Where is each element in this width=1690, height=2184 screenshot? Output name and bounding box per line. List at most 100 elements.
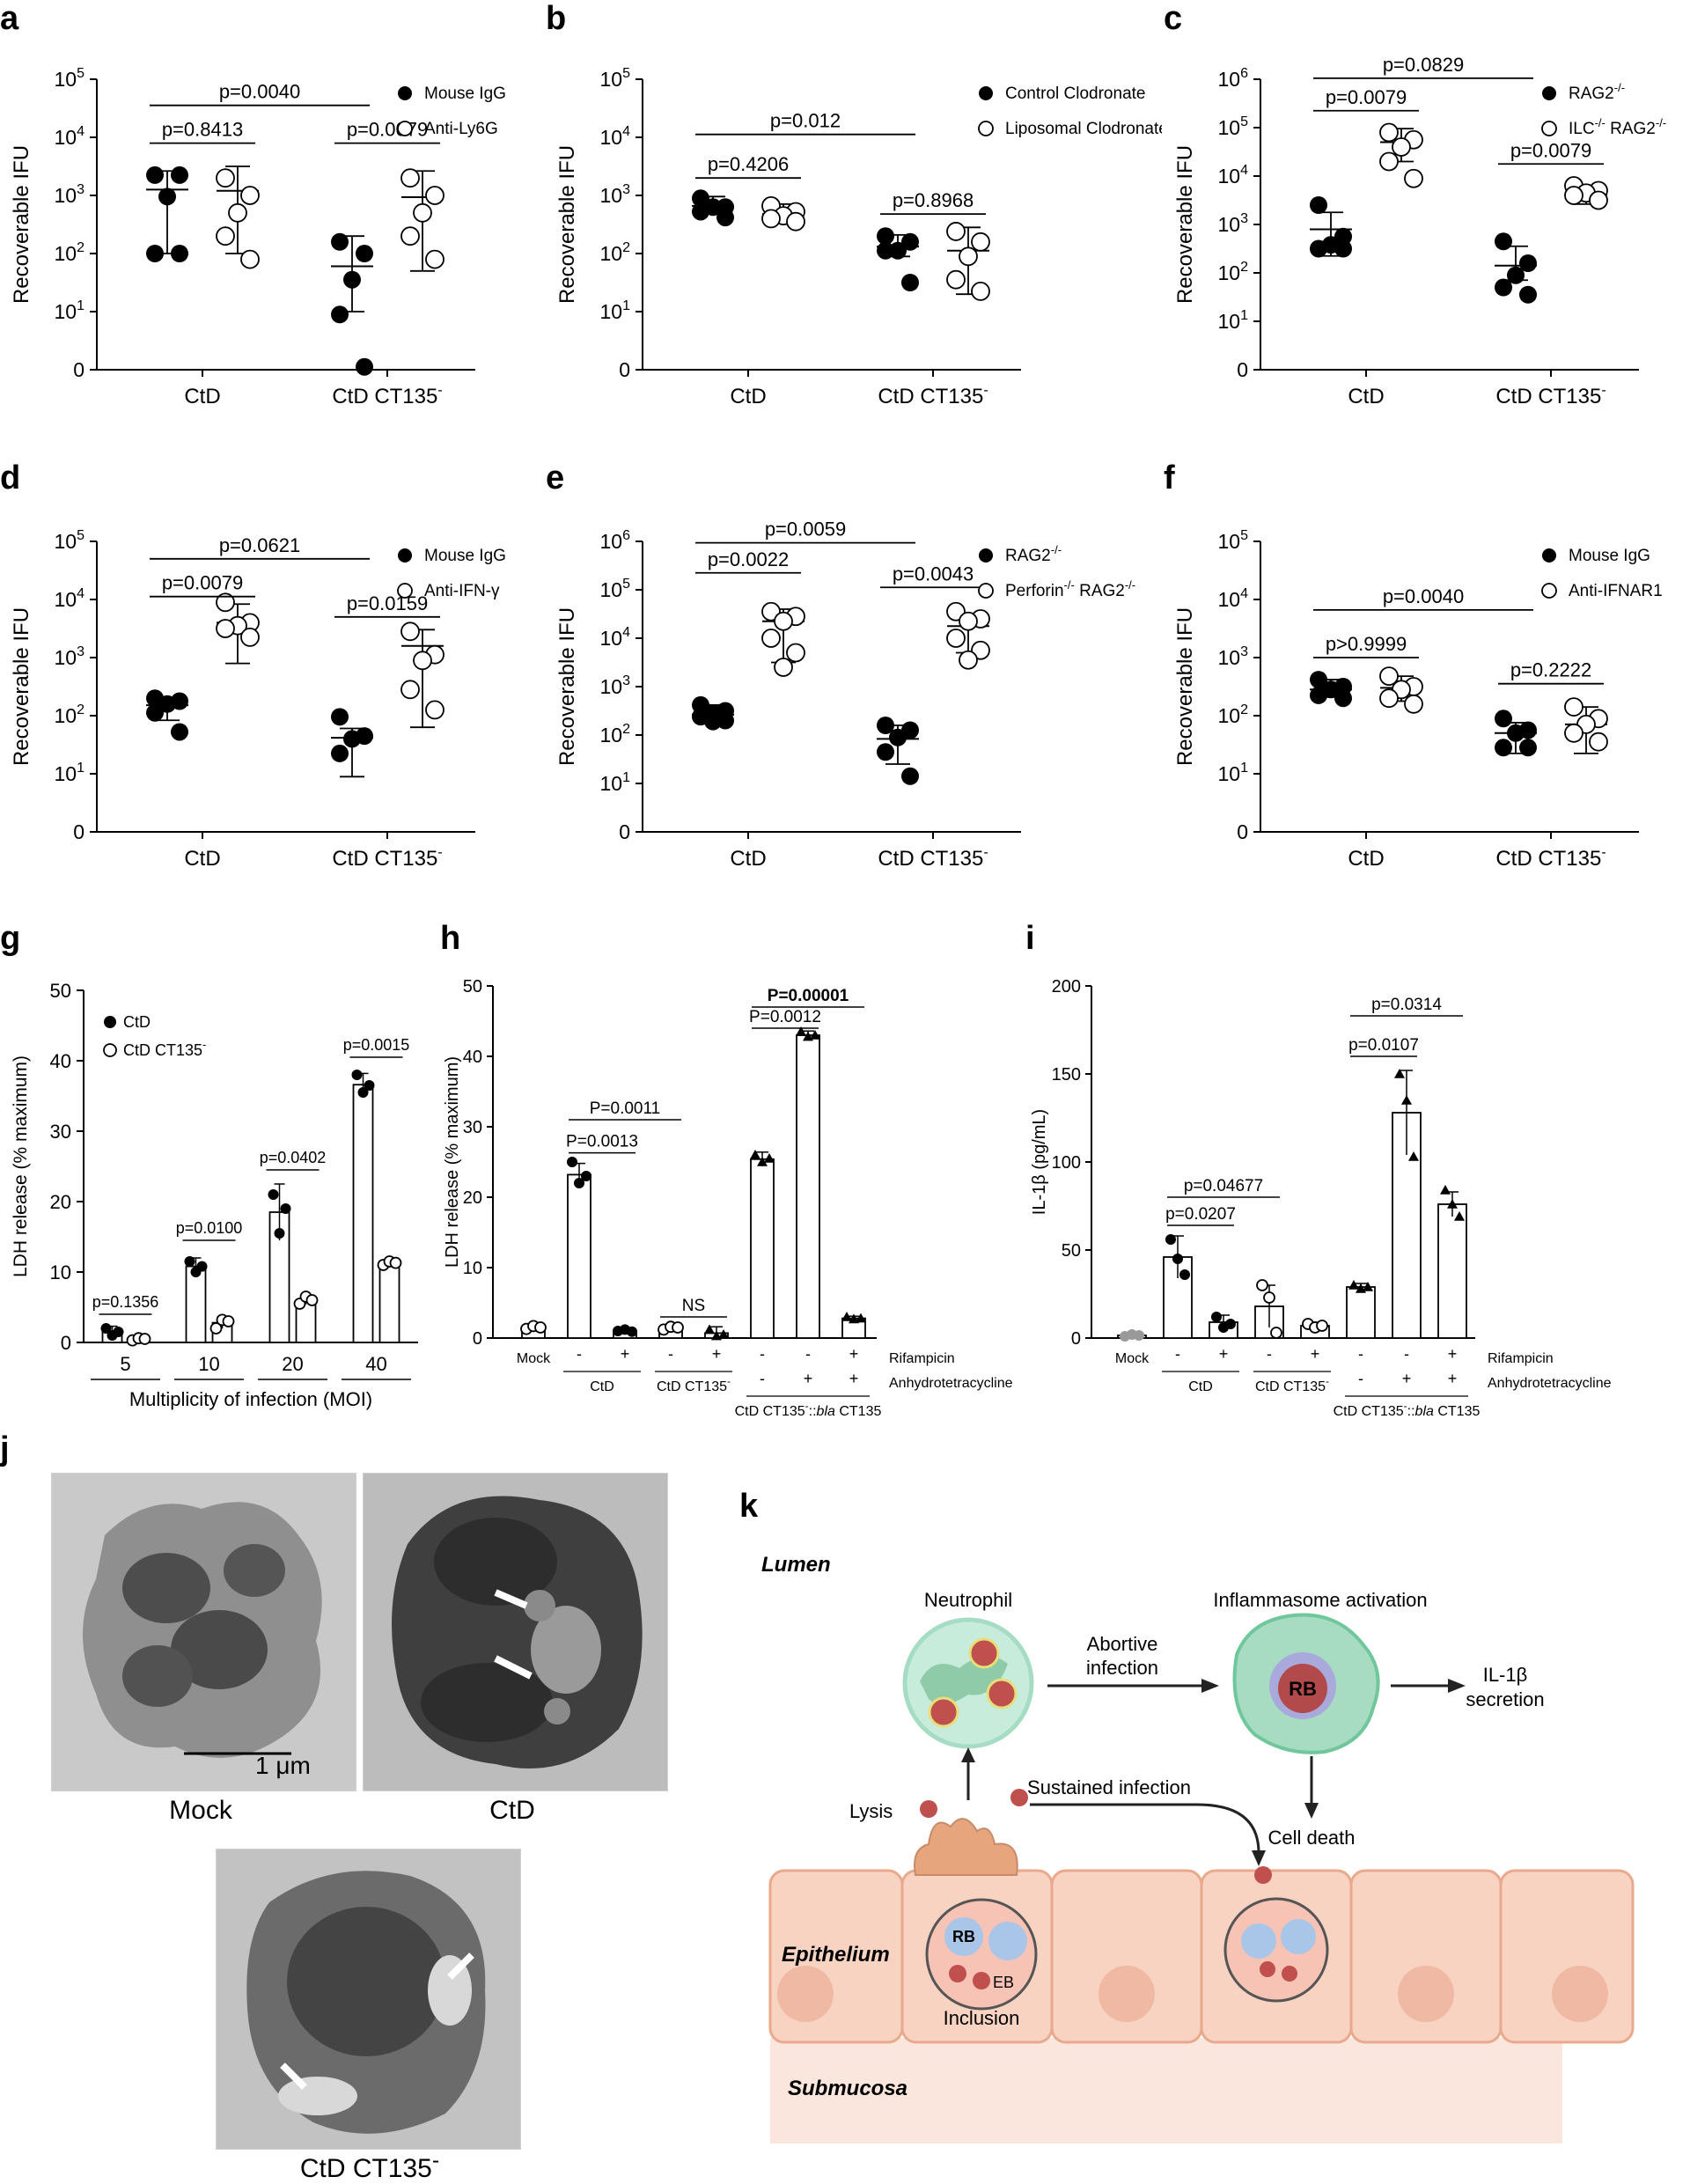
y-tick-label: 20 <box>50 1191 71 1213</box>
y-tick-base: 10 <box>600 530 623 553</box>
legend-label-sup: -/- <box>1051 543 1062 556</box>
data-point <box>100 1323 112 1334</box>
data-point <box>400 621 420 642</box>
y-tick-label: 0 <box>73 358 84 381</box>
group-label-sup: - <box>1404 1400 1407 1412</box>
x-group-label-sup: - <box>1601 845 1606 860</box>
legend-label: Perforin-/- RAG2-/- <box>1005 578 1135 600</box>
data-point <box>171 165 188 184</box>
data-point <box>761 629 781 648</box>
data-point <box>889 241 907 260</box>
label-neutrophil: Neutrophil <box>924 1589 1012 1611</box>
y-tick-label: 106 <box>600 528 631 553</box>
y-tick-label: 0 <box>1071 1329 1081 1349</box>
data-point <box>692 189 709 208</box>
data-point <box>216 592 235 613</box>
legend-label: RAG2-/- <box>1569 81 1625 103</box>
legend-marker <box>398 548 412 563</box>
x-axis-label: Multiplicity of infection (MOI) <box>129 1388 372 1410</box>
data-point <box>534 1321 547 1334</box>
y-tick-exp: 2 <box>1240 702 1248 717</box>
data-point <box>1379 151 1399 172</box>
data-point <box>1310 686 1327 704</box>
data-point <box>946 629 966 648</box>
rifampicin-row-label: Rifampicin <box>1488 1351 1554 1366</box>
y-tick-base: 10 <box>55 530 77 553</box>
bar <box>352 1084 374 1343</box>
x-category-label: 5 <box>120 1353 130 1375</box>
legend-label-text: Mouse IgG <box>424 85 506 103</box>
data-point <box>971 281 990 301</box>
data-point <box>158 695 176 713</box>
y-tick-label: 0 <box>1237 820 1248 843</box>
y-tick-exp: 4 <box>622 124 630 139</box>
y-tick-exp: 5 <box>77 66 84 81</box>
panel-letter-c: c <box>1164 0 1183 37</box>
panel-letter-j: j <box>0 1430 10 1467</box>
bar <box>1346 1286 1376 1339</box>
y-tick-exp: 3 <box>622 182 630 197</box>
y-tick-label: 105 <box>600 577 631 601</box>
em-scale-bar-label: 1 μm <box>255 1752 311 1779</box>
y-tick-label: 0 <box>473 1329 482 1349</box>
x-group-label: CtD CT135- <box>878 383 988 408</box>
data-point <box>357 1087 369 1098</box>
data-point <box>228 202 247 223</box>
y-tick-base: 10 <box>600 578 623 601</box>
group-label-text: CtD <box>1188 1379 1213 1394</box>
legend-marker <box>979 86 993 100</box>
data-point <box>389 1256 402 1269</box>
data-point <box>1211 1312 1222 1322</box>
epithelium-layer <box>768 1869 1635 2044</box>
y-tick-exp: 3 <box>77 182 84 197</box>
x-group-label-sup: - <box>1601 383 1606 398</box>
label-sustained: Sustained infection <box>1027 1776 1191 1798</box>
x-group-label-text: CtD CT135 <box>1495 385 1601 408</box>
y-tick-exp: 1 <box>77 761 84 776</box>
y-tick-label: 30 <box>50 1121 71 1143</box>
y-tick-label: 104 <box>55 586 85 611</box>
y-tick-exp: 3 <box>622 673 630 688</box>
y-tick-label: 104 <box>1218 163 1249 188</box>
group-label-italic: bla <box>1415 1404 1434 1419</box>
data-point <box>841 1312 852 1321</box>
rifampicin-row-label: Rifampicin <box>889 1351 955 1366</box>
x-group-label: CtD <box>1348 847 1384 871</box>
y-tick-exp: 4 <box>1240 586 1248 601</box>
schematic-arrows <box>966 1684 1452 1854</box>
bar <box>750 1158 775 1339</box>
y-tick-base: 0 <box>73 820 84 843</box>
y-tick-base: 0 <box>73 358 84 381</box>
rifampicin-sign: + <box>1311 1345 1320 1363</box>
neutrophil-cell <box>902 1617 1034 1749</box>
eb-free-3 <box>1254 1866 1272 1884</box>
y-tick-label: 0 <box>619 358 630 381</box>
data-point <box>567 1157 577 1167</box>
data-point <box>581 1171 592 1181</box>
data-point <box>877 241 894 260</box>
chart-panel-i: IL-1β (pg/mL) 0 50 100 150 200 p=0.04677 p=0.02… <box>1030 977 1612 1419</box>
mock-label: Mock <box>1115 1351 1150 1366</box>
data-point <box>425 186 445 205</box>
data-point <box>240 186 260 205</box>
submucosa-band <box>770 2038 1562 2144</box>
y-tick-exp: 1 <box>622 770 630 785</box>
y-tick-exp: 1 <box>1240 761 1248 776</box>
data-point <box>1394 1069 1405 1078</box>
y-tick-label: 103 <box>600 673 631 698</box>
y-tick-base: 10 <box>55 300 77 323</box>
data-point <box>704 1324 715 1335</box>
y-axis-label: Recoverable IFU <box>555 145 579 304</box>
data-point <box>364 1080 375 1091</box>
p-value-label: P=0.0013 <box>566 1133 638 1151</box>
data-point <box>1310 239 1327 258</box>
data-point <box>240 627 260 647</box>
group-label-italic: bla <box>817 1404 835 1419</box>
legend-label: Mouse IgG <box>424 85 506 103</box>
data-point <box>901 232 919 251</box>
data-point <box>343 270 361 289</box>
p-value-label: p=0.0829 <box>1383 54 1464 76</box>
data-point <box>331 305 349 324</box>
